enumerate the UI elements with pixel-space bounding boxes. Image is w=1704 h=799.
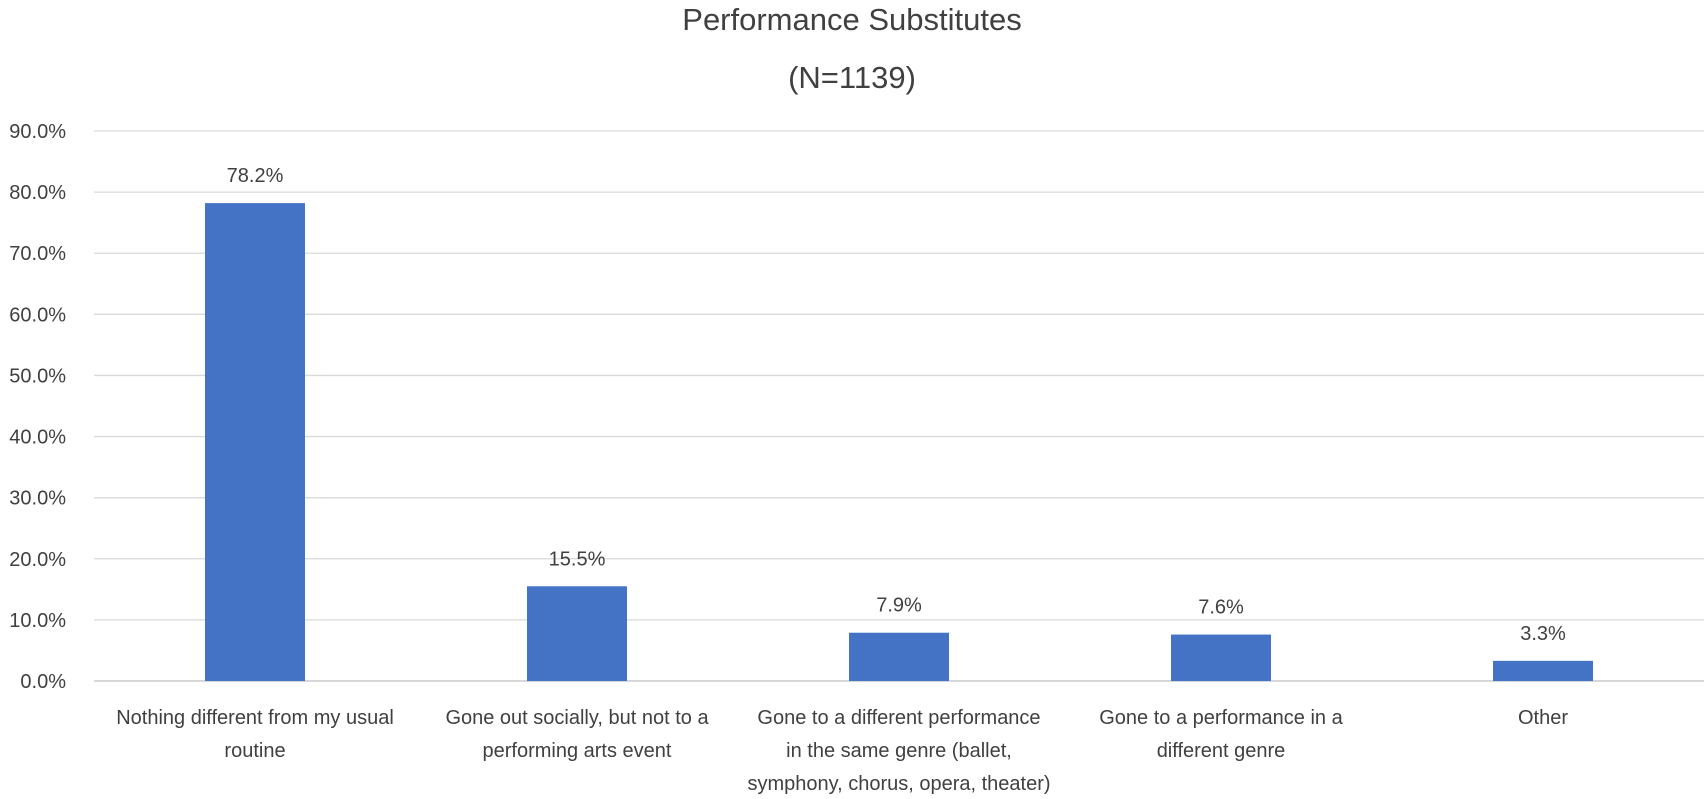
y-tick-label: 90.0%	[9, 121, 66, 143]
category-label-line: symphony, chorus, opera, theater)	[747, 773, 1050, 795]
bar	[849, 632, 949, 681]
category-label: Other	[1518, 707, 1568, 729]
category-label-line: in the same genre (ballet,	[786, 740, 1012, 762]
y-tick-label: 40.0%	[9, 427, 66, 449]
category-label-line: Gone to a different performance	[757, 707, 1040, 729]
data-label: 3.3%	[1520, 623, 1566, 645]
bar	[205, 203, 305, 681]
data-labels: 78.2% 15.5% 7.9% 7.6% 3.3%	[227, 165, 1566, 645]
y-tick-label: 0.0%	[20, 671, 66, 693]
grid-layer	[94, 130, 1704, 682]
bars	[205, 203, 1593, 681]
category-label-line: Nothing different from my usual	[116, 707, 394, 729]
data-label: 7.9%	[876, 595, 922, 617]
category-label: Gone to a performance in a different genr…	[1099, 707, 1343, 762]
category-label-line: Gone out socially, but not to a	[445, 707, 709, 729]
data-label: 15.5%	[549, 548, 606, 570]
category-label: Gone to a different performance in the sa…	[747, 707, 1050, 795]
chart-title: Performance Substitutes	[682, 2, 1022, 37]
y-tick-label: 70.0%	[9, 243, 66, 265]
y-tick-label: 20.0%	[9, 549, 66, 571]
category-label: Gone out socially, but not to a performin…	[445, 707, 709, 762]
category-label-line: performing arts event	[483, 740, 672, 762]
chart-title-block: Performance Substitutes (N=1139)	[0, 0, 1704, 98]
category-label-line: Gone to a performance in a	[1099, 707, 1343, 729]
data-label: 7.6%	[1198, 597, 1244, 619]
bar	[527, 586, 627, 681]
y-tick-label: 60.0%	[9, 304, 66, 326]
category-labels: Nothing different from my usual routine Go…	[116, 707, 1568, 795]
category-label-line: routine	[224, 740, 285, 762]
bar	[1493, 660, 1593, 681]
y-tick-label: 50.0%	[9, 365, 66, 387]
y-tick-label: 30.0%	[9, 488, 66, 510]
category-label-line: different genre	[1157, 740, 1286, 762]
chart-subtitle: (N=1139)	[788, 60, 916, 95]
category-label: Nothing different from my usual routine	[116, 707, 394, 762]
data-label: 78.2%	[227, 165, 284, 187]
category-label-line: Other	[1518, 707, 1568, 729]
y-axis-ticks: 0.0% 10.0% 20.0% 30.0% 40.0% 50.0% 60.0% 70.0% 8…	[9, 121, 66, 693]
y-tick-label: 80.0%	[9, 182, 66, 204]
y-tick-label: 10.0%	[9, 610, 66, 632]
bar	[1171, 634, 1271, 681]
